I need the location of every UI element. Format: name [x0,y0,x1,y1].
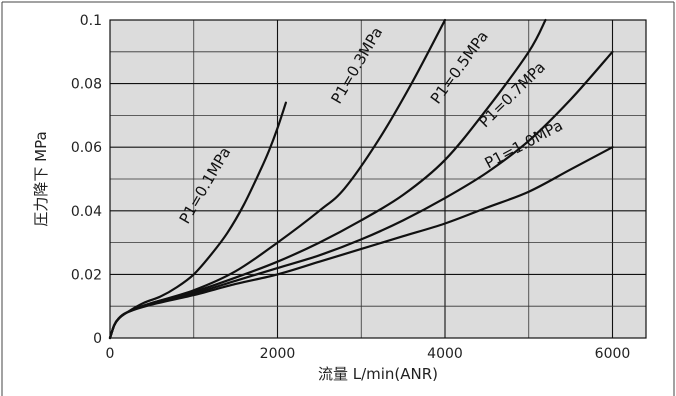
x-tick-label: 2000 [260,346,296,362]
y-tick-label: 0 [93,331,102,347]
y-tick-labels: 0 0.02 0.04 0.06 0.08 0.1 [71,13,102,347]
series-curves [108,18,614,340]
grid-lines [110,20,646,338]
x-tick-label: 6000 [595,346,631,362]
x-axis-title: 流量 L/min(ANR) [318,365,438,383]
y-axis-title: 圧力降下 MPa [32,131,50,226]
y-tick-label: 0.1 [80,13,102,29]
plot-border [109,19,647,339]
y-tick-label: 0.04 [71,204,102,220]
series-line-4 [108,146,614,340]
y-tick-label: 0.02 [71,267,102,283]
x-tick-labels: 0 2000 4000 6000 [106,346,631,362]
y-tick-label: 0.08 [71,77,102,93]
x-tick-label: 4000 [427,346,463,362]
y-tick-label: 0.06 [71,140,102,156]
x-tick-label: 0 [106,346,115,362]
